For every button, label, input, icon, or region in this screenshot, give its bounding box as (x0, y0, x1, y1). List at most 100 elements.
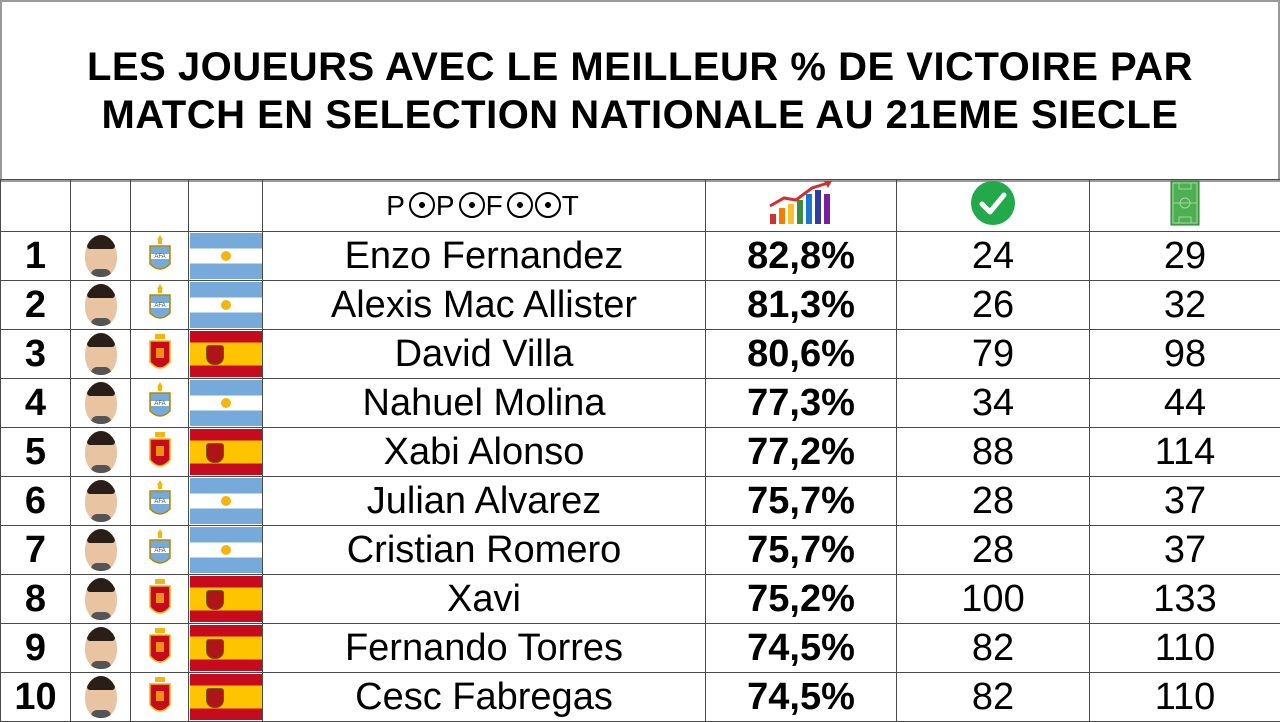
player-name: David Villa (263, 330, 706, 379)
wins-count: 28 (897, 477, 1090, 526)
title-line-1: LES JOUEURS AVEC LE MEILLEUR % DE VICTOI… (87, 43, 1193, 91)
flag-cell (189, 624, 263, 673)
matches-count: 133 (1090, 575, 1280, 624)
rank-cell: 7 (1, 526, 71, 575)
crest-cell (131, 428, 189, 477)
header-rank-cell (1, 180, 71, 232)
win-percentage: 82,8% (706, 232, 897, 281)
argentina-crest-icon: AFA (131, 528, 188, 572)
rank-cell: 2 (1, 281, 71, 330)
player-name: Alexis Mac Allister (263, 281, 706, 330)
win-percentage: 77,2% (706, 428, 897, 477)
wins-count: 82 (897, 624, 1090, 673)
photo-cell (71, 526, 131, 575)
crest-cell: AFA (131, 477, 189, 526)
svg-text:AFA: AFA (154, 548, 165, 554)
crest-cell (131, 575, 189, 624)
player-name: Julian Alvarez (263, 477, 706, 526)
header-matches-cell (1090, 180, 1280, 232)
crest-cell: AFA (131, 379, 189, 428)
photo-cell (71, 428, 131, 477)
wins-count: 26 (897, 281, 1090, 330)
photo-cell (71, 624, 131, 673)
player-avatar (85, 480, 117, 522)
svg-text:AFA: AFA (154, 254, 165, 260)
player-name: Nahuel Molina (263, 379, 706, 428)
wins-count: 28 (897, 526, 1090, 575)
crest-cell: AFA (131, 526, 189, 575)
flag-cell (189, 526, 263, 575)
player-avatar (85, 676, 117, 718)
flag-cell (189, 575, 263, 624)
player-avatar (85, 333, 117, 375)
win-percentage: 74,5% (706, 673, 897, 722)
flag-cell (189, 281, 263, 330)
svg-text:AFA: AFA (154, 303, 165, 309)
rank-cell: 8 (1, 575, 71, 624)
spain-flag-icon (190, 331, 262, 377)
wins-count: 100 (897, 575, 1090, 624)
matches-count: 29 (1090, 232, 1280, 281)
win-percentage: 81,3% (706, 281, 897, 330)
crest-cell (131, 330, 189, 379)
wins-count: 88 (897, 428, 1090, 477)
flag-cell (189, 330, 263, 379)
argentina-flag-icon (190, 380, 262, 426)
wins-count: 79 (897, 330, 1090, 379)
flag-cell (189, 673, 263, 722)
wins-count: 34 (897, 379, 1090, 428)
spain-flag-icon (190, 625, 262, 671)
argentina-flag-icon (190, 233, 262, 279)
header-flag-cell (189, 180, 263, 232)
rank-cell: 1 (1, 232, 71, 281)
player-name: Cesc Fabregas (263, 673, 706, 722)
header-wins-cell (897, 180, 1090, 232)
matches-count: 37 (1090, 526, 1280, 575)
spain-crest-icon (131, 332, 188, 376)
player-name: Fernando Torres (263, 624, 706, 673)
argentina-flag-icon (190, 478, 262, 524)
argentina-flag-icon (190, 527, 262, 573)
wins-count: 24 (897, 232, 1090, 281)
svg-text:AFA: AFA (154, 499, 165, 505)
player-avatar (85, 627, 117, 669)
matches-count: 98 (1090, 330, 1280, 379)
spain-crest-icon (131, 430, 188, 474)
argentina-crest-icon: AFA (131, 381, 188, 425)
player-name: Enzo Fernandez (263, 232, 706, 281)
player-name: Xavi (263, 575, 706, 624)
title-line-2: MATCH EN SELECTION NATIONALE AU 21EME SI… (102, 91, 1179, 139)
win-percentage: 75,2% (706, 575, 897, 624)
crest-cell (131, 624, 189, 673)
check-circle-icon (970, 180, 1016, 226)
matches-count: 32 (1090, 281, 1280, 330)
wins-count: 82 (897, 673, 1090, 722)
matches-count: 37 (1090, 477, 1280, 526)
win-percentage: 75,7% (706, 526, 897, 575)
spain-flag-icon (190, 674, 262, 720)
spain-flag-icon (190, 429, 262, 475)
bar-chart-icon (768, 180, 834, 226)
player-avatar (85, 382, 117, 424)
flag-cell (189, 379, 263, 428)
rank-cell: 5 (1, 428, 71, 477)
win-percentage: 80,6% (706, 330, 897, 379)
photo-cell (71, 673, 131, 722)
rank-cell: 3 (1, 330, 71, 379)
player-avatar (85, 431, 117, 473)
flag-cell (189, 428, 263, 477)
photo-cell (71, 379, 131, 428)
spain-crest-icon (131, 577, 188, 621)
header-pct-cell (706, 180, 897, 232)
player-name: Xabi Alonso (263, 428, 706, 477)
player-avatar (85, 529, 117, 571)
photo-cell (71, 232, 131, 281)
